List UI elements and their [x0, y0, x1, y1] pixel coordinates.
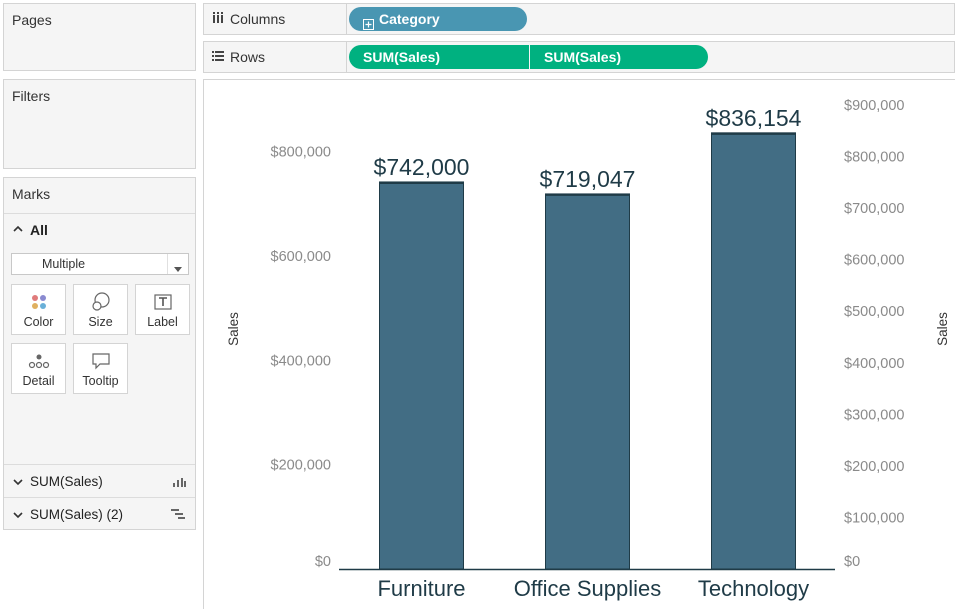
marks-all-label: All — [30, 222, 48, 238]
chevron-up-icon[interactable] — [12, 222, 24, 240]
chevron-down-icon[interactable] — [173, 261, 183, 279]
chart-pane: $0 $200,000 $400,000 $600,000 $800,000 $0 $100… — [203, 79, 955, 609]
tooltip-icon — [74, 351, 127, 371]
bar — [711, 132, 796, 570]
left-axis-tick-label: $200,000 — [271, 458, 331, 474]
rows-shelf[interactable]: Rows SUM(Sales) SUM(Sales) — [203, 41, 955, 73]
right-axis-tick-label: $300,000 — [844, 407, 904, 423]
right-axis-tick-label: $0 — [844, 554, 860, 570]
measure-card-sales-2[interactable]: SUM(Sales) (2) — [4, 497, 195, 530]
color-icon — [12, 292, 65, 312]
gantt-icon — [170, 507, 186, 525]
measure-card-sales-label: SUM(Sales) — [30, 474, 103, 489]
label-button[interactable]: Label — [135, 284, 190, 335]
color-button[interactable]: Color — [11, 284, 66, 335]
pages-title: Pages — [12, 12, 52, 28]
left-axis-tick-label: $400,000 — [271, 353, 331, 369]
category-tick-label: Technology — [698, 576, 809, 601]
right-axis-tick-label: $400,000 — [844, 356, 904, 372]
detail-icon — [12, 351, 65, 371]
bar — [545, 193, 630, 570]
right-axis-tick-label: $900,000 — [844, 98, 904, 114]
category-pill[interactable]: Category — [349, 7, 527, 31]
right-axis-tick-label: $600,000 — [844, 253, 904, 269]
color-label: Color — [23, 315, 54, 329]
columns-icon — [212, 11, 224, 27]
right-axis-title: Sales — [935, 312, 950, 346]
category-pill-label: Category — [379, 11, 440, 27]
category-tick-label: Office Supplies — [514, 576, 662, 601]
chevron-down-icon[interactable] — [12, 475, 24, 493]
right-axis-tick-label: $800,000 — [844, 150, 904, 166]
shelf-divider — [346, 4, 347, 34]
filters-card[interactable]: Filters — [3, 79, 196, 169]
sum-sales-pill-1[interactable]: SUM(Sales) — [349, 45, 529, 69]
detail-label: Detail — [22, 374, 55, 388]
filters-title: Filters — [12, 88, 51, 104]
rows-label: Rows — [230, 49, 266, 65]
bar-chart-icon — [172, 475, 186, 493]
size-label: Size — [88, 315, 113, 329]
marks-title: Marks — [12, 186, 51, 202]
right-axis-tick-label: $100,000 — [844, 510, 904, 526]
left-axis-title: Sales — [226, 312, 241, 346]
measure-card-sales[interactable]: SUM(Sales) — [4, 464, 195, 497]
marks-all-row[interactable]: All — [4, 213, 195, 245]
marks-card: Marks All Multiple Color Size Label — [3, 177, 196, 530]
right-axis-tick-label: $700,000 — [844, 201, 904, 217]
chevron-down-icon[interactable] — [12, 508, 24, 526]
mark-type-dropdown[interactable]: Multiple — [11, 253, 189, 275]
category-tick-label: Furniture — [377, 576, 465, 601]
detail-button[interactable]: Detail — [11, 343, 66, 394]
mark-type-value: Multiple — [42, 257, 86, 271]
rows-shelf-label-group: Rows — [212, 49, 265, 65]
bar-data-label: $742,000 — [374, 154, 470, 180]
bar — [379, 181, 464, 570]
left-axis-tick-label: $0 — [315, 554, 331, 570]
label-icon — [136, 292, 189, 312]
label-label: Label — [147, 315, 178, 329]
columns-shelf[interactable]: Columns Category — [203, 3, 955, 35]
measure-card-sales-2-label: SUM(Sales) (2) — [30, 507, 124, 522]
bar-data-label: $836,154 — [706, 105, 802, 131]
bar-chart: $0 $200,000 $400,000 $600,000 $800,000 $0 $100… — [226, 98, 950, 601]
expand-icon[interactable] — [363, 13, 374, 37]
dropdown-divider — [167, 254, 168, 274]
sum-sales-pill-1-label: SUM(Sales) — [363, 49, 441, 65]
columns-shelf-label-group: Columns — [212, 11, 285, 27]
tooltip-label: Tooltip — [82, 374, 119, 388]
left-axis-tick-label: $800,000 — [271, 145, 331, 161]
bar-data-label: $719,047 — [540, 166, 636, 192]
columns-label: Columns — [230, 11, 286, 27]
pages-card[interactable]: Pages — [3, 3, 196, 71]
right-axis-tick-label: $200,000 — [844, 459, 904, 475]
right-axis-tick-label: $500,000 — [844, 304, 904, 320]
tooltip-button[interactable]: Tooltip — [73, 343, 128, 394]
sum-sales-pill-2[interactable]: SUM(Sales) — [530, 45, 708, 69]
rows-icon — [212, 49, 224, 65]
left-axis-tick-label: $600,000 — [271, 249, 331, 265]
size-button[interactable]: Size — [73, 284, 128, 335]
shelf-divider — [346, 42, 347, 72]
sum-sales-pill-2-label: SUM(Sales) — [544, 49, 622, 65]
size-icon — [74, 292, 127, 312]
